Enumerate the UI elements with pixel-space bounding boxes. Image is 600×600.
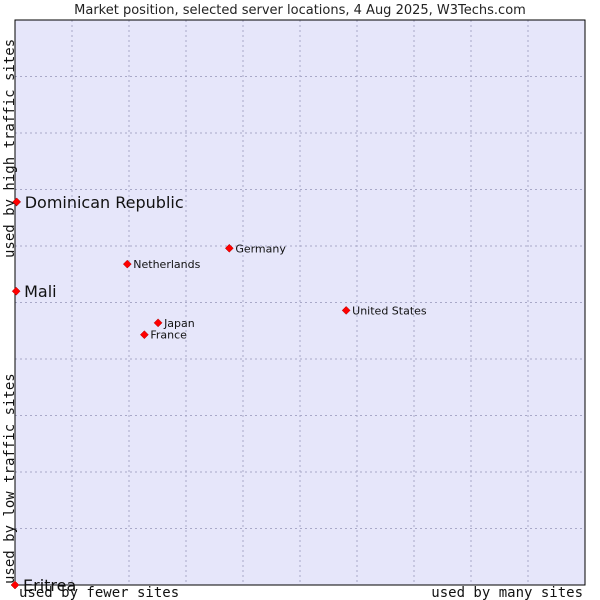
point-marker-eritrea [10,580,20,590]
x-axis-label-right: used by many sites [431,585,583,600]
point-label-japan: Japan [163,317,195,330]
point-marker-netherlands [122,259,132,269]
point-label-netherlands: Netherlands [133,258,200,271]
chart-title: Market position, selected server locatio… [74,3,526,18]
point-label-france: France [150,329,187,342]
plot-border [14,19,586,586]
point-label-united-states: United States [352,304,427,317]
point-label-dominican-republic: Dominican Republic [25,193,184,212]
y-axis-label-bottom: used by low traffic sites [2,373,18,584]
point-marker-france [140,330,149,340]
y-axis-label-top: used by high traffic sites [2,39,18,258]
grid-lines [15,20,585,585]
point-label-mali: Mali [24,282,57,301]
x-axis-label-left: used by fewer sites [19,585,179,600]
point-marker-japan [153,318,163,328]
point-marker-germany [224,243,234,253]
point-marker-mali [11,286,21,296]
point-marker-dominican-republic [12,197,22,207]
point-marker-united-states [341,306,351,315]
point-label-eritrea: Eritrea [23,576,76,595]
point-label-germany: Germany [235,242,286,255]
data-points: Dominican Republic Mali Eritrea Germany Neth… [10,193,427,595]
